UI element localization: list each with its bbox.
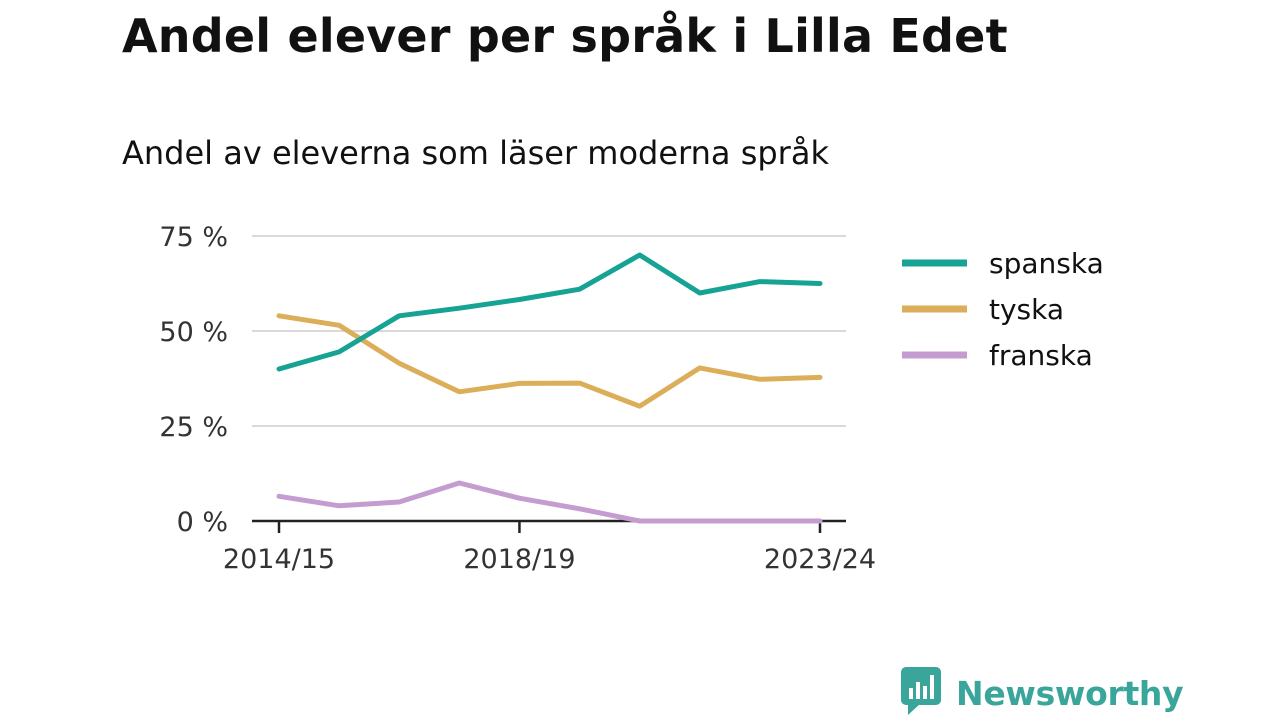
brand-name: Newsworthy bbox=[956, 673, 1184, 713]
series-line-spanska bbox=[276, 252, 823, 372]
y-tick-label: 50 % bbox=[159, 317, 228, 348]
legend-label-tyska: tyska bbox=[989, 293, 1064, 326]
y-tick-label: 75 % bbox=[159, 222, 228, 253]
chart-title: Andel elever per språk i Lilla Edet bbox=[122, 9, 1008, 63]
legend: spanska tyska franska bbox=[902, 247, 1104, 372]
x-tick-label: 2018/19 bbox=[463, 544, 575, 575]
series-lines bbox=[276, 252, 823, 524]
legend-label-franska: franska bbox=[989, 339, 1093, 372]
newsworthy-brand: Newsworthy bbox=[900, 666, 1184, 720]
series-line-tyska bbox=[276, 313, 823, 409]
chart-subtitle: Andel av eleverna som läser moderna språ… bbox=[122, 134, 829, 172]
newsworthy-logo-icon bbox=[900, 666, 942, 720]
gridlines bbox=[252, 235, 846, 427]
x-tick-label: 2023/24 bbox=[764, 544, 876, 575]
y-tick-label: 25 % bbox=[159, 412, 228, 443]
x-axis: 2014/15 2018/19 2023/24 bbox=[223, 519, 876, 575]
legend-label-spanska: spanska bbox=[989, 247, 1104, 280]
y-tick-label: 0 % bbox=[177, 507, 228, 538]
x-tick-label: 2014/15 bbox=[223, 544, 335, 575]
series-line-franska bbox=[276, 480, 823, 524]
y-axis: 0 % 25 % 50 % 75 % bbox=[159, 222, 228, 538]
